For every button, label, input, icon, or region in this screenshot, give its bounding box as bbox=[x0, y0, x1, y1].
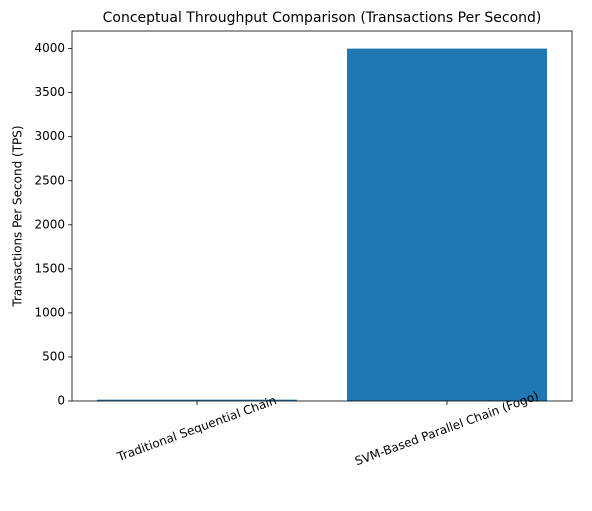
y-tick-label: 500 bbox=[42, 349, 65, 363]
y-tick-label: 4000 bbox=[34, 41, 65, 55]
axes-frame bbox=[71, 30, 573, 402]
y-tick-label: 0 bbox=[57, 394, 65, 408]
chart-title: Conceptual Throughput Comparison (Transa… bbox=[103, 10, 542, 26]
bar bbox=[347, 48, 547, 401]
bar bbox=[97, 399, 297, 401]
y-tick-label: 3500 bbox=[34, 85, 65, 99]
y-tick-label: 1000 bbox=[34, 305, 65, 319]
y-tick-label: 3000 bbox=[34, 129, 65, 143]
y-tick-label: 1500 bbox=[34, 261, 65, 275]
y-axis-label: Transactions Per Second (TPS) bbox=[11, 125, 25, 307]
y-tick-label: 2500 bbox=[34, 173, 65, 187]
y-tick-label: 2000 bbox=[34, 217, 65, 231]
